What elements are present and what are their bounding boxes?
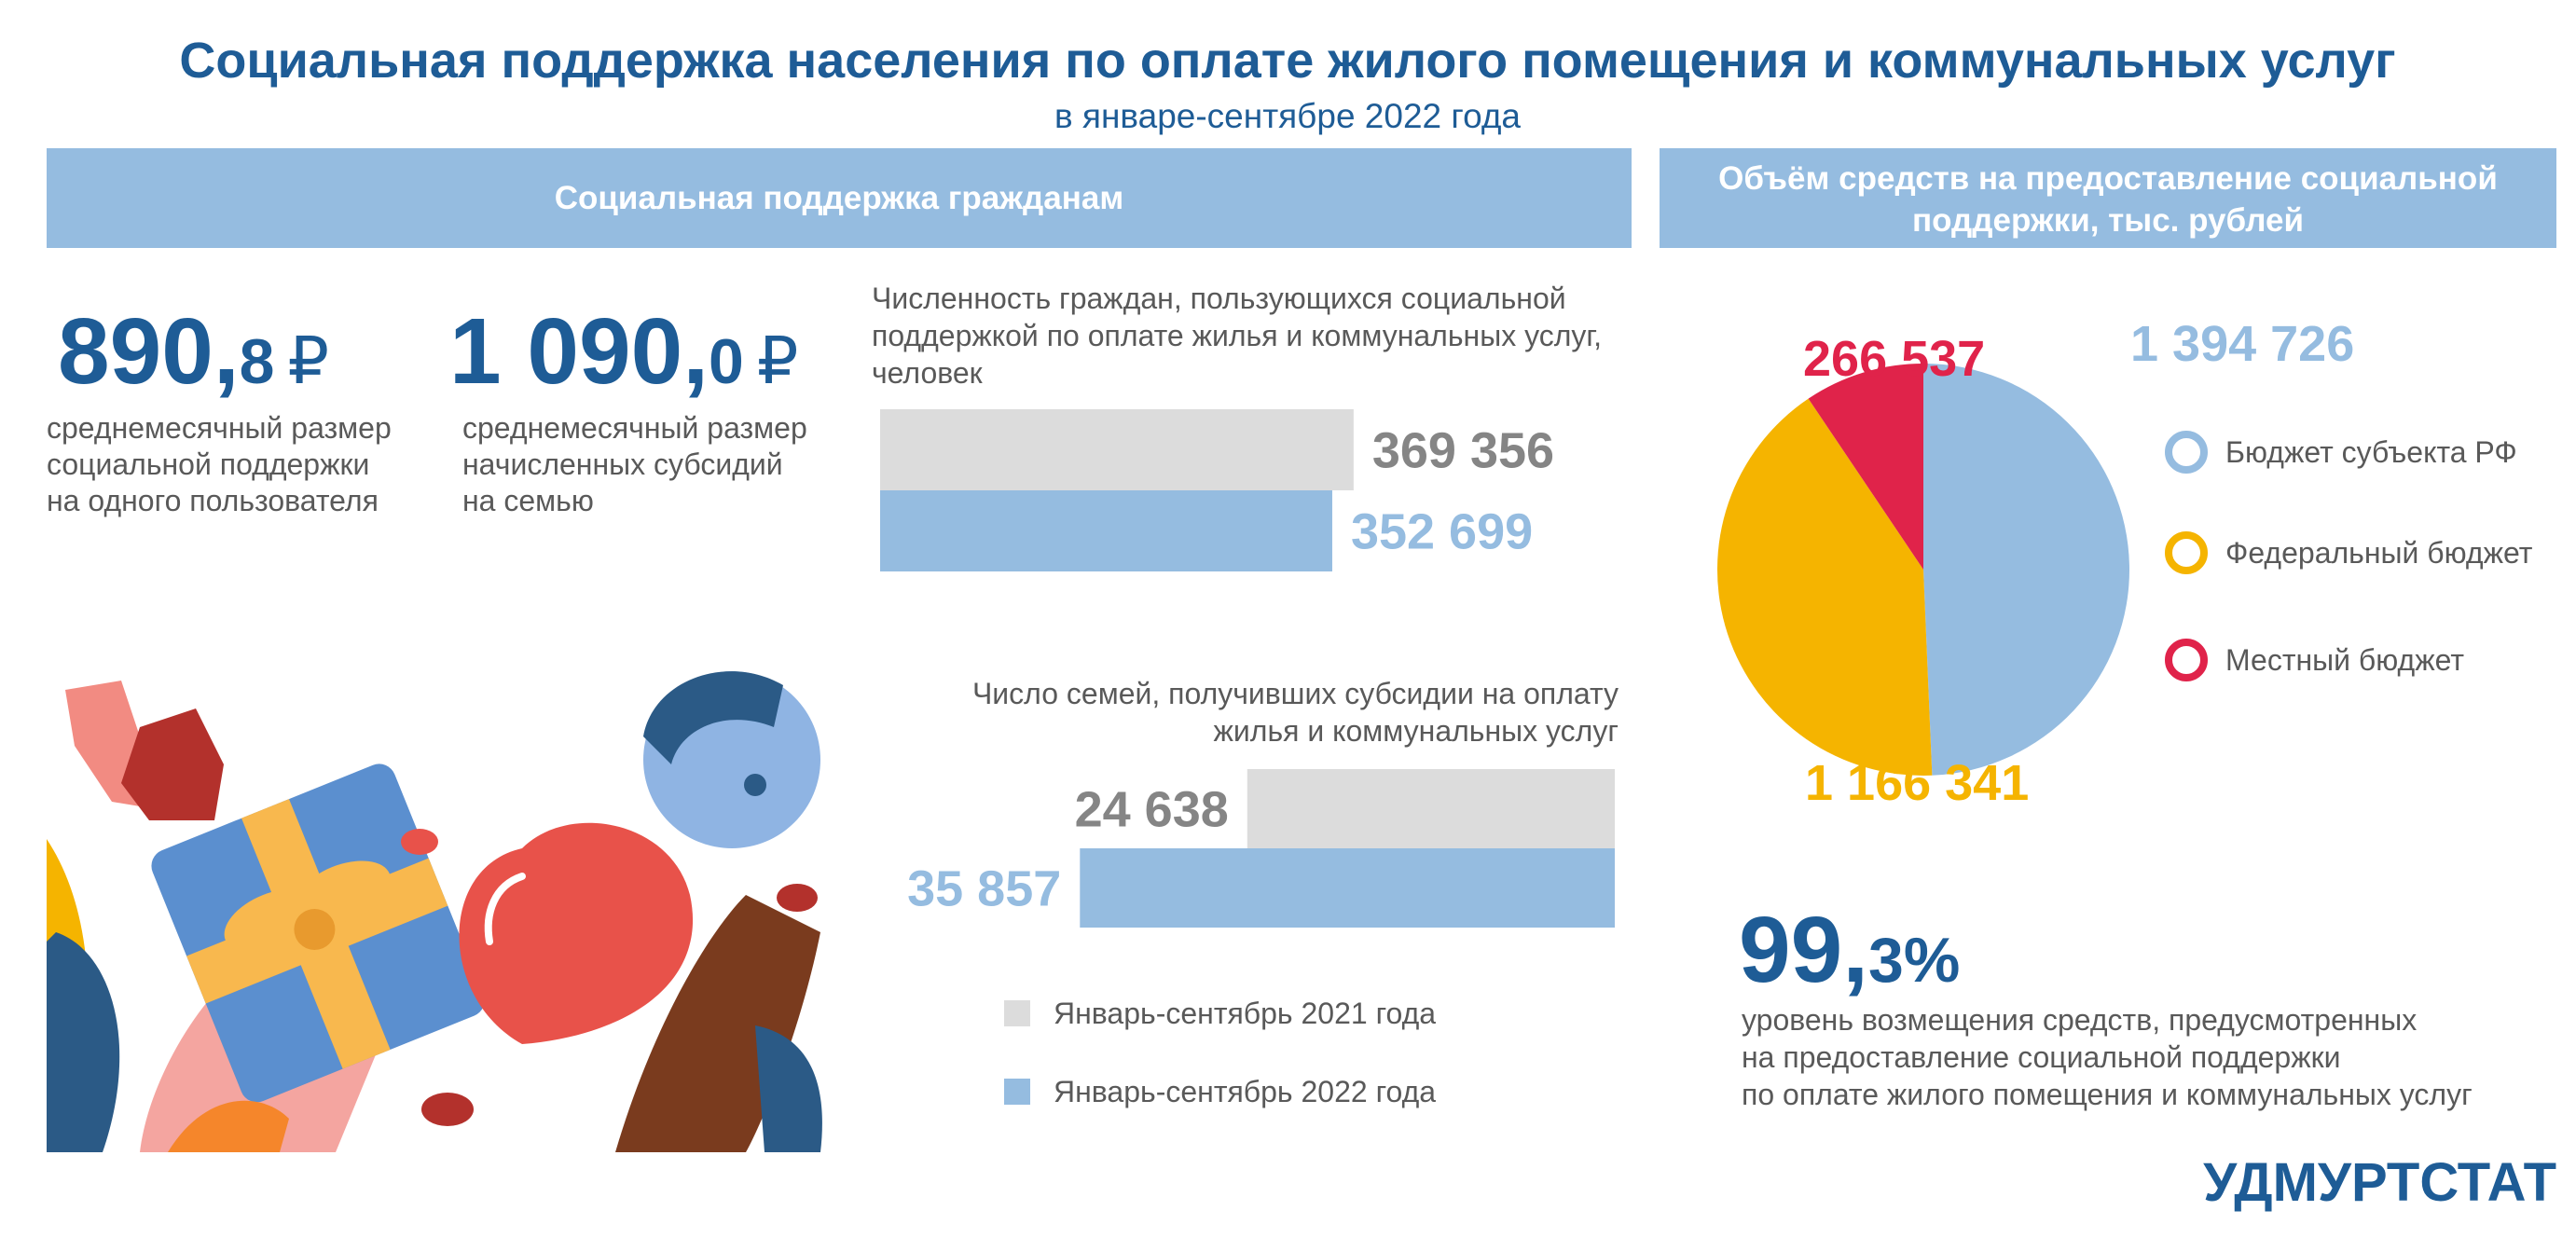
stat-unit: ₽ [757,324,799,397]
pie-value-label: 1 166 341 [1805,755,2029,811]
coverage-caption: уровень возмещения средств, предусмотрен… [1742,1003,2417,1037]
right-header: Объём средств на предоставление социальн… [1718,160,2498,197]
legend-label: Федеральный бюджет [2225,536,2533,570]
pie-slice [1923,363,2130,776]
legend-label: Местный бюджет [2225,643,2464,677]
stat-value: 1 090,0 ₽ [449,299,798,404]
pie-slice [1808,364,1923,570]
bar-value-label: 369 356 [1372,423,1554,479]
coverage-value-main: 99, [1739,898,1868,1002]
stat-value: 890,8 ₽ [58,299,329,404]
bar-value-label: 24 638 [1075,782,1229,838]
coverage-caption: на предоставление социальной поддержки [1742,1040,2340,1074]
pie-value-label: 266 537 [1803,331,1985,387]
pie-value-label: 1 394 726 [2130,316,2354,372]
pie-slice [1717,398,1933,776]
stat-value-fraction: 0 [709,326,744,397]
chart-title: жилья и коммунальных услуг [1214,714,1619,748]
coverage-caption: по оплате жилого помещения и коммунальны… [1742,1078,2473,1111]
stat-unit: ₽ [287,324,329,397]
stat-caption: на семью [462,484,594,517]
stat-caption: среднемесячный размер [462,411,807,445]
legend-label: Январь-сентябрь 2021 года [1054,997,1436,1030]
stat-value-main: 1 090, [449,299,709,404]
coverage-value: 99,3% [1739,898,1960,1002]
chart-title: Число семей, получивших субсидии на опла… [972,677,1619,710]
bar [1080,848,1615,928]
stat-value-main: 890, [58,299,240,404]
stat-value-fraction: 8 [240,326,275,397]
illustration [47,671,842,1152]
legend-label: Январь-сентябрь 2022 года [1054,1075,1436,1108]
left-header: Социальная поддержка гражданам [555,180,1123,216]
bar-value-label: 352 699 [1351,504,1533,560]
legend-label: Бюджет субъекта РФ [2225,435,2517,469]
stat-caption: начисленных субсидий [462,447,783,481]
chart-title: человек [872,356,984,390]
legend-marker [2165,431,2208,474]
legend-swatch [1004,1000,1030,1026]
bar [880,409,1354,490]
bar [880,490,1332,571]
left-header-band [47,148,1632,248]
right-header-band [1660,148,2556,248]
brand: УДМУРТСТАТ [2203,1152,2556,1213]
title: Социальная поддержка населения по оплате… [179,33,2395,89]
stat-caption: среднемесячный размер [47,411,392,445]
right-header: поддержки, тыс. рублей [1912,202,2304,239]
legend-marker [2165,639,2208,681]
chart-title: поддержкой по оплате жилья и коммунальны… [872,319,1602,352]
legend-marker [2165,531,2208,574]
chart-title: Численность граждан, пользующихся социал… [872,282,1566,315]
stat-caption: на одного пользователя [47,484,379,517]
stat-caption: социальной поддержки [47,447,369,481]
legend-swatch [1004,1079,1030,1105]
subtitle: в январе-сентябре 2022 года [1054,97,1521,135]
bar-value-label: 35 857 [907,861,1061,917]
coverage-value-fraction: 3% [1868,925,1960,996]
bar [1247,769,1615,848]
